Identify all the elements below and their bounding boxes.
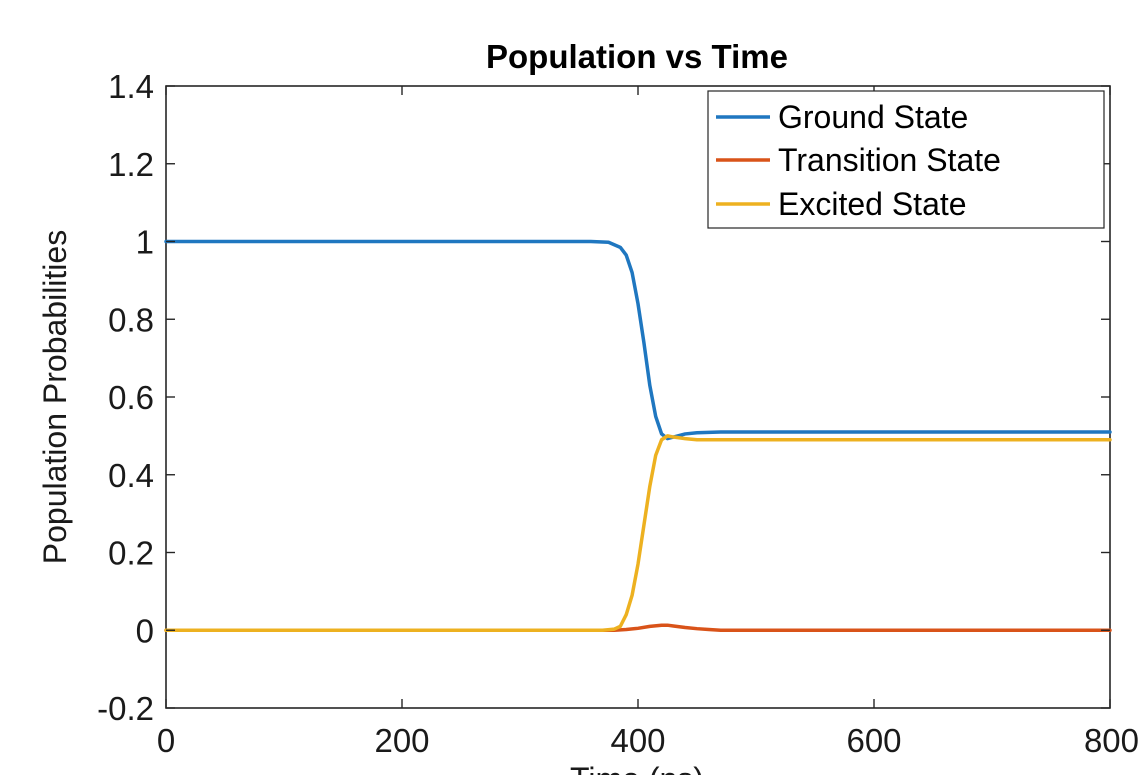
legend: Ground State Transition State Excited St… [707,90,1105,229]
series-line-ground-state [164,239,1112,441]
x-axis-ticks: 0 200 400 600 800 [157,86,1139,759]
legend-label-transition-state: Transition State [778,142,1001,178]
legend-label-excited-state: Excited State [778,186,967,222]
x-tick-label: 0 [157,722,175,759]
y-tick-label: 1.4 [108,68,154,105]
y-axis-label: Population Probabilities [37,230,73,564]
y-tick-label: 0.4 [108,457,154,494]
chart-title: Population vs Time [486,38,788,75]
y-tick-label: 0.8 [108,301,154,338]
legend-label-ground-state: Ground State [778,99,968,135]
y-tick-label: 0 [136,612,154,649]
y-tick-label: 0.6 [108,379,154,416]
series-layer [164,239,1112,632]
y-tick-label: 1 [136,224,154,261]
y-tick-label: 1.2 [108,146,154,183]
x-tick-label: 600 [846,722,901,759]
x-tick-label: 800 [1084,722,1139,759]
y-axis-ticks: -0.2 0 0.2 0.4 0.6 0.8 1 1.2 1.4 [97,68,1110,727]
x-axis-label: Time (ns) [570,761,704,775]
x-tick-label: 400 [610,722,665,759]
y-tick-label: -0.2 [97,690,154,727]
x-tick-label: 200 [374,722,429,759]
series-line-excited-state [164,434,1112,632]
y-tick-label: 0.2 [108,535,154,572]
legend-box [707,90,1105,229]
